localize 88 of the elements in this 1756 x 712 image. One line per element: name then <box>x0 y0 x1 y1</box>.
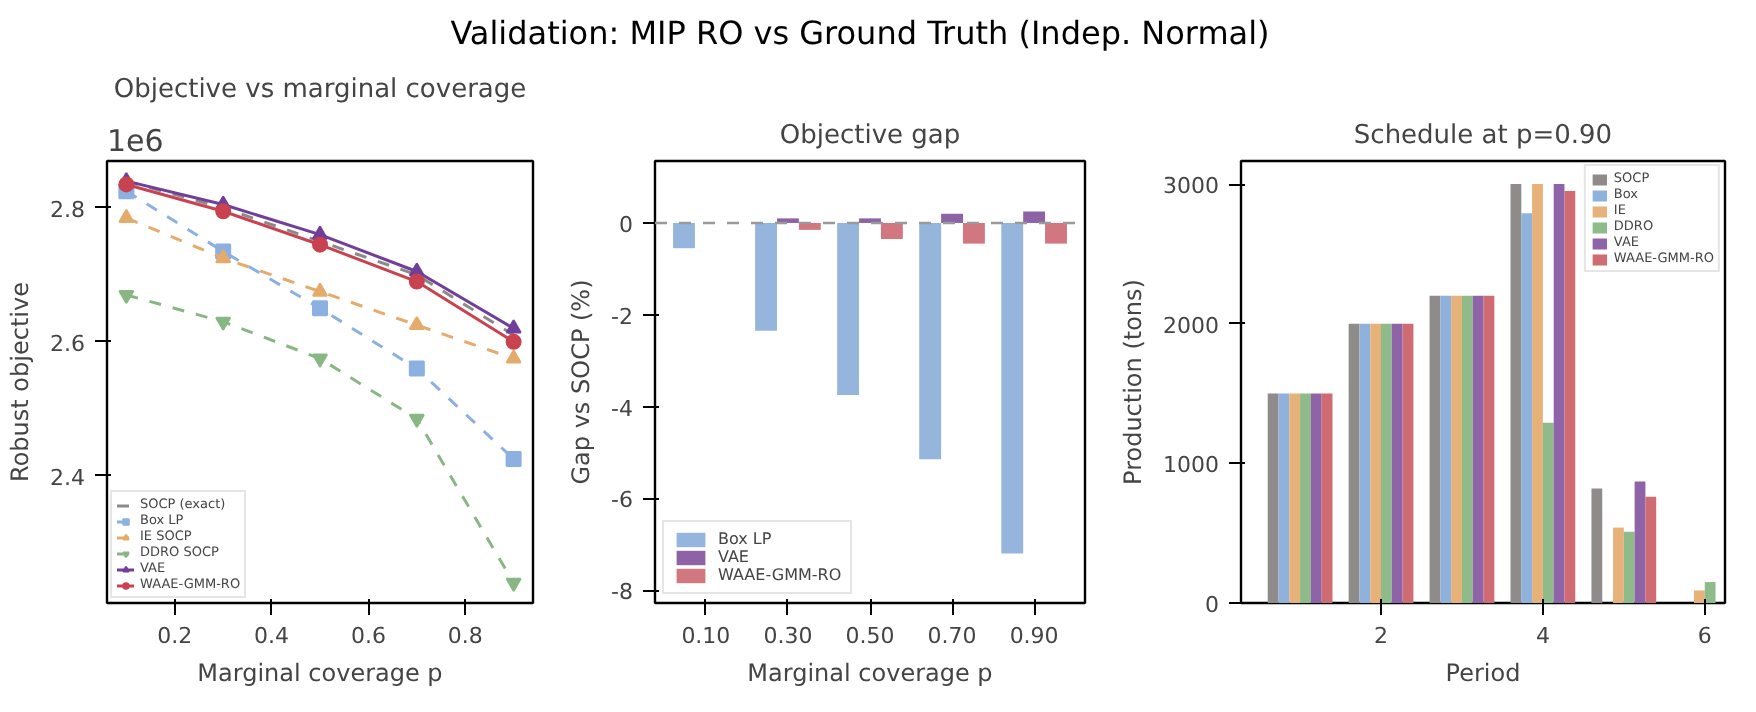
text: Validation: MIP RO vs Ground Truth (Indep. Normal) <box>450 12 1270 56</box>
y-axis-title: Robust objective <box>6 282 35 482</box>
bar <box>1704 582 1716 603</box>
y-tick-label: 1000 <box>1163 452 1220 479</box>
x-tick-label: 0.90 <box>1009 623 1059 649</box>
bar <box>1321 393 1333 603</box>
bar <box>1429 295 1441 603</box>
bar <box>1440 295 1452 603</box>
x-tick-label: 0.10 <box>681 623 731 649</box>
y-tick-label: 3000 <box>1163 173 1220 200</box>
point <box>312 353 328 368</box>
point <box>215 203 232 220</box>
y-tick-label: 2.6 <box>50 330 86 357</box>
bar <box>1278 393 1290 603</box>
x-tick-label: 0.2 <box>157 623 193 649</box>
x-tick-label: 0.6 <box>350 623 386 649</box>
point <box>408 273 425 290</box>
bar <box>1542 422 1554 603</box>
bar <box>1391 323 1403 603</box>
point <box>408 413 425 428</box>
y-tick-label: -2 <box>611 303 633 330</box>
point <box>215 316 232 331</box>
x-tick-label: 0.70 <box>927 623 977 649</box>
y-tick-label: 2000 <box>1163 312 1220 339</box>
bar <box>1510 184 1522 603</box>
bar <box>1348 323 1360 603</box>
x-tick-label: 0.50 <box>845 623 895 649</box>
point <box>312 236 328 253</box>
y-tick-label: -4 <box>611 395 633 422</box>
bar <box>1521 213 1533 603</box>
x-tick-label: 0.8 <box>447 623 483 649</box>
bar <box>1564 191 1576 603</box>
x-tick-label: 4 <box>1535 623 1550 649</box>
bar <box>1370 323 1382 603</box>
y-tick-label: 0 <box>1205 592 1219 618</box>
bar <box>1451 295 1462 603</box>
bar <box>1300 393 1311 603</box>
point <box>505 319 522 334</box>
legend-label: WAAE-GMM-RO <box>718 566 842 584</box>
bar <box>1402 323 1414 603</box>
y-tick-label: -8 <box>611 579 633 606</box>
bar <box>1289 393 1301 603</box>
x-tick-label: 2 <box>1374 623 1389 649</box>
bar <box>1532 184 1543 603</box>
point <box>505 577 522 592</box>
point <box>505 333 522 350</box>
chart-title: Objective gap <box>779 121 961 151</box>
y-tick-label: 2.4 <box>50 464 86 491</box>
bar <box>1553 184 1565 603</box>
y-axis-title: Production (tons) <box>1119 279 1148 485</box>
point <box>505 451 522 468</box>
bar <box>1472 295 1484 603</box>
y-tick-label: -6 <box>611 487 633 514</box>
y-tick-label: 2.8 <box>50 196 86 223</box>
point <box>408 360 425 377</box>
x-tick-label: 6 <box>1697 623 1712 649</box>
legend-label: VAE <box>718 548 751 566</box>
bar <box>1267 393 1279 603</box>
bar <box>1359 323 1371 603</box>
point <box>118 208 135 223</box>
x-axis-title: Marginal coverage p <box>197 659 443 687</box>
x-axis-title: Period <box>1445 659 1521 687</box>
x-tick-label: 0.30 <box>763 623 813 649</box>
bar <box>1381 323 1392 603</box>
bar <box>1623 531 1635 603</box>
x-axis-title: Marginal coverage p <box>747 659 993 687</box>
point <box>312 300 328 317</box>
point <box>215 249 232 264</box>
point <box>118 176 135 193</box>
bar <box>1645 496 1657 603</box>
point <box>312 282 328 297</box>
point <box>505 349 522 364</box>
bar <box>1461 295 1473 603</box>
point <box>408 315 425 331</box>
chart-title: Objective vs marginal coverage <box>113 75 527 105</box>
legend-label: Box LP <box>718 530 772 548</box>
bar <box>1634 481 1646 603</box>
bar <box>1693 590 1705 603</box>
y-tick-label: 0 <box>619 211 633 238</box>
x-tick-label: 0.4 <box>254 623 290 649</box>
bar <box>1591 488 1603 603</box>
chart-title: Schedule at p=0.90 <box>1353 121 1613 151</box>
y-axis-title: Gap vs SOCP (%) <box>567 279 596 485</box>
bar <box>1310 393 1322 603</box>
point <box>118 289 135 305</box>
bar <box>1613 527 1624 603</box>
bar <box>1483 295 1495 603</box>
text: 1e6 <box>107 123 164 159</box>
